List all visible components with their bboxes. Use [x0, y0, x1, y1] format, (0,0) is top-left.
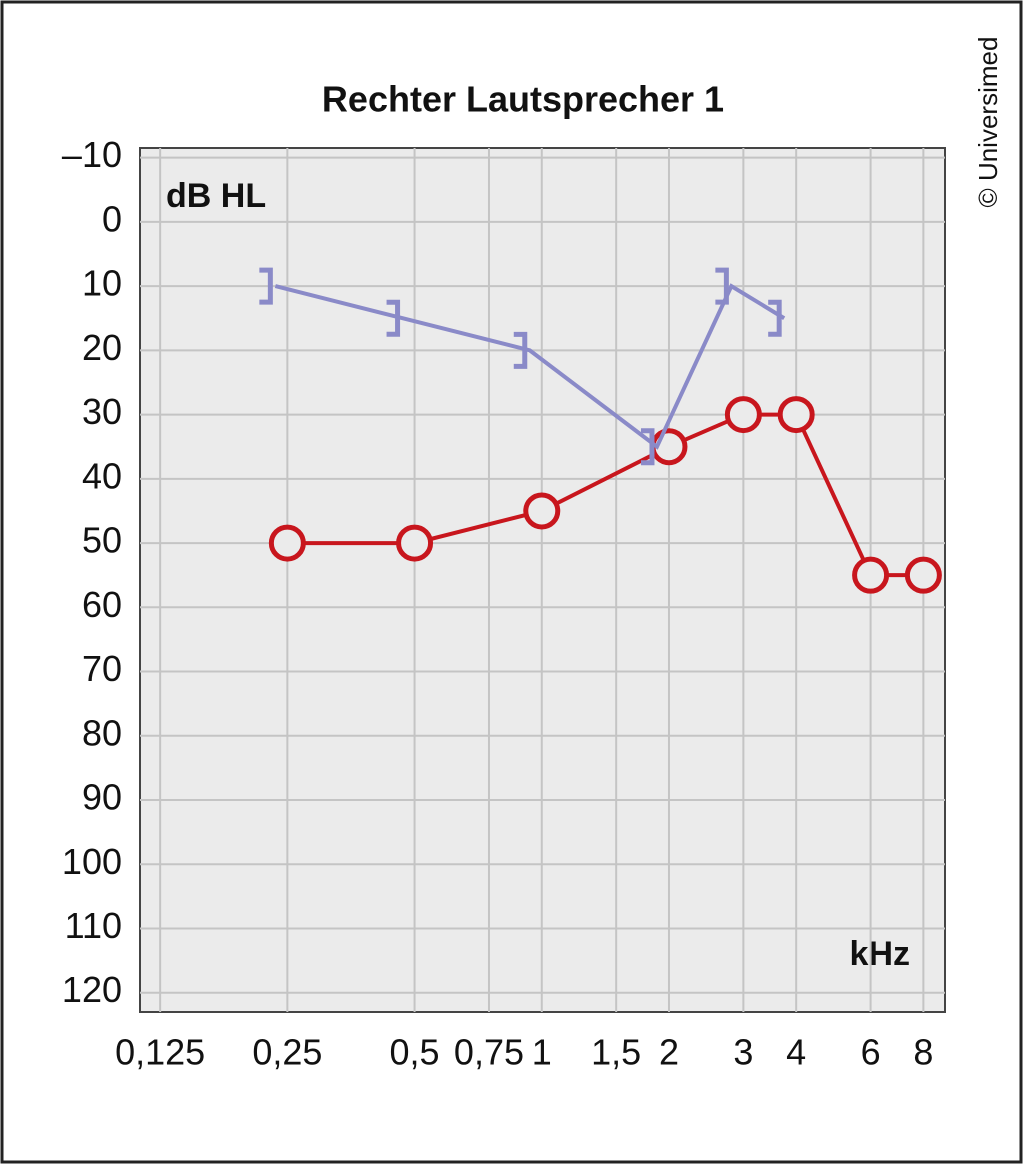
data-point: [852, 556, 890, 594]
y-tick-label: 20: [82, 327, 122, 368]
y-tick-label: 60: [82, 584, 122, 625]
data-point: [777, 396, 815, 434]
y-tick-label: 110: [65, 905, 122, 946]
x-tick-label: 1,5: [591, 1032, 641, 1073]
data-point: [715, 267, 729, 305]
copyright: © Universimed: [973, 37, 1003, 208]
y-tick-label: 30: [82, 391, 122, 432]
x-axis-label: kHz: [850, 935, 910, 973]
y-tick-label: 50: [82, 520, 122, 561]
data-point: [768, 299, 782, 337]
x-tick-label: 0,125: [115, 1032, 205, 1073]
data-point: [259, 267, 273, 305]
x-tick-label: 1: [532, 1032, 552, 1073]
y-tick-label: 70: [82, 648, 122, 689]
data-point: [523, 492, 561, 530]
data-point: [904, 556, 942, 594]
series-line: [287, 412, 924, 578]
chart-title: Rechter Lautsprecher 1: [322, 79, 724, 120]
y-tick-label: 80: [82, 712, 122, 753]
x-tick-label: 0,25: [252, 1032, 322, 1073]
y-tick-label: 10: [82, 263, 122, 304]
series-line: [274, 283, 786, 450]
data-point: [513, 331, 528, 369]
y-tick-label: 0: [102, 198, 122, 239]
y-tick-label: 100: [62, 841, 122, 882]
data-point: [268, 524, 306, 562]
x-tick-label: 2: [659, 1032, 679, 1073]
y-axis-label: dB HL: [166, 177, 266, 215]
data-point: [386, 299, 401, 337]
y-tick-label: –10: [62, 134, 122, 175]
x-tick-label: 0,5: [390, 1032, 440, 1073]
x-tick-label: 4: [786, 1032, 806, 1073]
data-point: [640, 428, 655, 466]
x-tick-label: 8: [913, 1032, 933, 1073]
data-point: [396, 524, 434, 562]
data-point: [724, 396, 762, 434]
y-tick-label: 120: [62, 969, 122, 1010]
x-tick-label: 6: [861, 1032, 881, 1073]
x-tick-label: 0,75: [454, 1032, 524, 1073]
y-tick-label: 90: [82, 777, 122, 818]
x-tick-label: 3: [733, 1032, 753, 1073]
y-tick-label: 40: [82, 455, 122, 496]
